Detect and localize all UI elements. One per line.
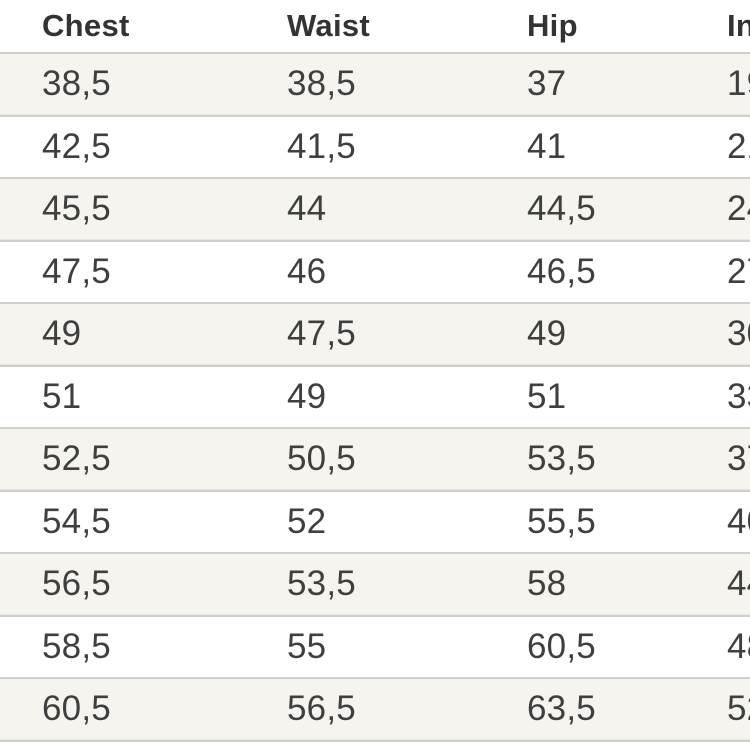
table-row: 45,5 44 44,5 24 (0, 179, 750, 242)
table-header-row: Chest Waist Hip In (0, 0, 750, 54)
cell-waist: 38,5 (287, 64, 356, 104)
cell-waist: 53,5 (287, 564, 356, 604)
cell-hip: 51 (527, 376, 567, 416)
cell-hip: 49 (527, 314, 567, 354)
cell-hip: 37 (527, 64, 567, 104)
cell-waist: 46 (287, 251, 327, 291)
cell-waist: 47,5 (287, 314, 356, 354)
cell-chest: 51 (42, 376, 82, 416)
cell-hip: 60,5 (527, 626, 596, 666)
cell-hip: 53,5 (527, 439, 596, 479)
cell-waist: 50,5 (287, 439, 356, 479)
cell-chest: 54,5 (42, 501, 111, 541)
cell-waist: 44 (287, 189, 327, 229)
cell-hip: 63,5 (527, 689, 596, 729)
cell-chest: 45,5 (42, 189, 111, 229)
cell-hip: 44,5 (527, 189, 596, 229)
cell-waist: 41,5 (287, 126, 356, 166)
cell-waist: 52 (287, 501, 327, 541)
cell-chest: 38,5 (42, 64, 111, 104)
table-row: 47,5 46 46,5 27 (0, 241, 750, 304)
cell-hip: 55,5 (527, 501, 596, 541)
cell-inseam: 52 (727, 689, 750, 729)
cell-inseam: 19 (727, 64, 750, 104)
cell-chest: 47,5 (42, 251, 111, 291)
cell-chest: 49 (42, 314, 82, 354)
table-row: 54,5 52 55,5 40 (0, 491, 750, 554)
cell-inseam: 33 (727, 376, 750, 416)
cell-hip: 41 (527, 126, 567, 166)
column-header-hip: Hip (527, 8, 578, 43)
cell-inseam: 37 (727, 439, 750, 479)
table-row: 58,5 55 60,5 48 (0, 616, 750, 679)
cell-hip: 46,5 (527, 251, 596, 291)
cell-inseam: 24 (727, 189, 750, 229)
cell-waist: 56,5 (287, 689, 356, 729)
cell-chest: 60,5 (42, 689, 111, 729)
cell-chest: 56,5 (42, 564, 111, 604)
cell-chest: 58,5 (42, 626, 111, 666)
column-header-inseam: In (727, 8, 750, 43)
column-header-chest: Chest (42, 8, 130, 43)
cell-chest: 52,5 (42, 439, 111, 479)
cell-chest: 42,5 (42, 126, 111, 166)
cell-inseam: 30 (727, 314, 750, 354)
cell-inseam: 40 (727, 501, 750, 541)
table-row: 51 49 51 33 (0, 366, 750, 429)
cell-inseam: 44 (727, 564, 750, 604)
table-row: 49 47,5 49 30 (0, 304, 750, 367)
table-row: 38,5 38,5 37 19 (0, 54, 750, 117)
cell-hip: 58 (527, 564, 567, 604)
cell-inseam: 27 (727, 251, 750, 291)
table-row: 56,5 53,5 58 44 (0, 554, 750, 617)
cell-waist: 55 (287, 626, 327, 666)
cell-waist: 49 (287, 376, 327, 416)
table-row: 52,5 50,5 53,5 37 (0, 429, 750, 492)
cell-inseam: 21 (727, 126, 750, 166)
cell-inseam: 48 (727, 626, 750, 666)
column-header-waist: Waist (287, 8, 371, 43)
table-row: 42,5 41,5 41 21 (0, 116, 750, 179)
table-row: 60,5 56,5 63,5 52 (0, 679, 750, 742)
